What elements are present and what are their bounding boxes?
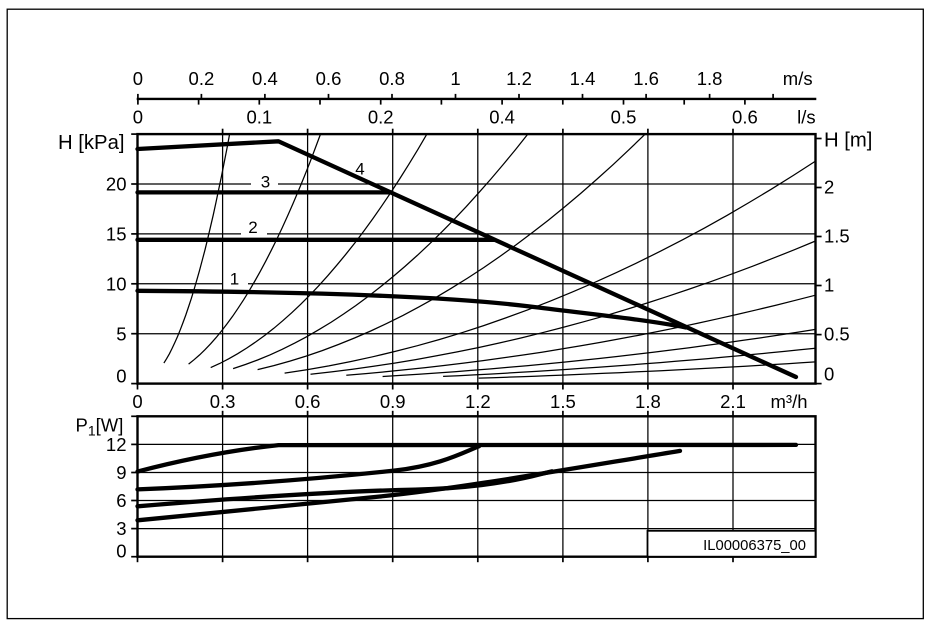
svg-text:0: 0 <box>824 363 834 384</box>
svg-text:0: 0 <box>133 107 143 128</box>
svg-text:P1[W]: P1[W] <box>76 415 124 439</box>
svg-text:0.2: 0.2 <box>368 107 394 128</box>
svg-text:4: 4 <box>355 160 364 179</box>
svg-text:0.4: 0.4 <box>252 68 278 89</box>
svg-text:5: 5 <box>116 323 126 344</box>
svg-text:0.6: 0.6 <box>732 107 758 128</box>
svg-text:1.2: 1.2 <box>465 391 491 412</box>
svg-text:0.8: 0.8 <box>379 68 405 89</box>
svg-text:12: 12 <box>106 434 127 455</box>
svg-text:1.5: 1.5 <box>550 391 576 412</box>
svg-text:2: 2 <box>248 218 257 237</box>
svg-text:6: 6 <box>116 490 126 511</box>
svg-text:0.4: 0.4 <box>489 107 515 128</box>
svg-text:1: 1 <box>450 68 460 89</box>
svg-text:20: 20 <box>106 174 127 195</box>
svg-text:0: 0 <box>116 365 126 386</box>
svg-text:H [m]: H [m] <box>824 129 872 151</box>
svg-text:0.9: 0.9 <box>380 391 406 412</box>
svg-text:0.5: 0.5 <box>611 107 637 128</box>
svg-text:m³/h: m³/h <box>771 391 808 412</box>
svg-text:1.6: 1.6 <box>633 68 659 89</box>
svg-text:0: 0 <box>133 68 143 89</box>
svg-text:1: 1 <box>230 270 239 289</box>
svg-text:0.2: 0.2 <box>189 68 215 89</box>
svg-text:0.3: 0.3 <box>210 391 236 412</box>
svg-text:1.5: 1.5 <box>824 226 850 247</box>
svg-text:1.4: 1.4 <box>570 68 596 89</box>
svg-text:0: 0 <box>116 540 126 561</box>
svg-text:1.2: 1.2 <box>506 68 532 89</box>
svg-text:0.1: 0.1 <box>246 107 272 128</box>
svg-text:0.6: 0.6 <box>316 68 342 89</box>
svg-text:l/s: l/s <box>797 107 816 128</box>
svg-text:0.5: 0.5 <box>824 324 850 345</box>
svg-text:0.6: 0.6 <box>295 391 321 412</box>
svg-text:2.1: 2.1 <box>720 391 746 412</box>
svg-text:0: 0 <box>132 391 142 412</box>
svg-text:m/s: m/s <box>783 68 813 89</box>
svg-text:15: 15 <box>106 224 127 245</box>
svg-text:IL00006375_00: IL00006375_00 <box>703 538 806 554</box>
svg-text:1.8: 1.8 <box>635 391 661 412</box>
svg-text:3: 3 <box>261 172 270 191</box>
svg-text:1.8: 1.8 <box>697 68 723 89</box>
svg-text:H [kPa]: H [kPa] <box>58 132 125 154</box>
svg-text:2: 2 <box>824 177 834 198</box>
svg-text:10: 10 <box>106 273 127 294</box>
svg-text:1: 1 <box>824 275 834 296</box>
svg-text:9: 9 <box>116 462 126 483</box>
svg-text:3: 3 <box>116 518 126 539</box>
